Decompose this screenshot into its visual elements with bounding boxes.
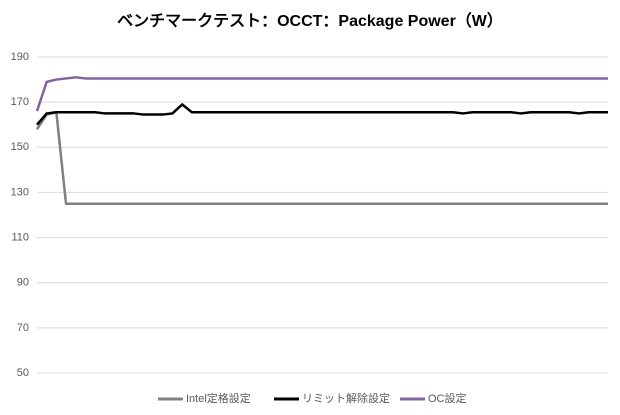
chart-title: ベンチマークテスト：OCCT：Package Power（W）	[117, 12, 503, 30]
y-tick-label: 110	[11, 231, 29, 243]
legend-label: OC設定	[428, 391, 467, 405]
y-tick-label: 190	[11, 51, 29, 63]
y-tick-label: 150	[11, 141, 29, 153]
y-tick-label: 130	[11, 186, 29, 198]
y-tick-label: 90	[17, 277, 29, 289]
series-line	[36, 103, 608, 126]
legend-label: Intel定格設定	[186, 391, 251, 405]
y-tick-label: 50	[17, 367, 29, 379]
legend-label: リミット解除設定	[302, 391, 390, 405]
series-line	[35, 111, 608, 205]
y-tick-label: 70	[17, 322, 29, 334]
y-tick-label: 170	[11, 96, 29, 108]
series-line	[35, 76, 608, 112]
